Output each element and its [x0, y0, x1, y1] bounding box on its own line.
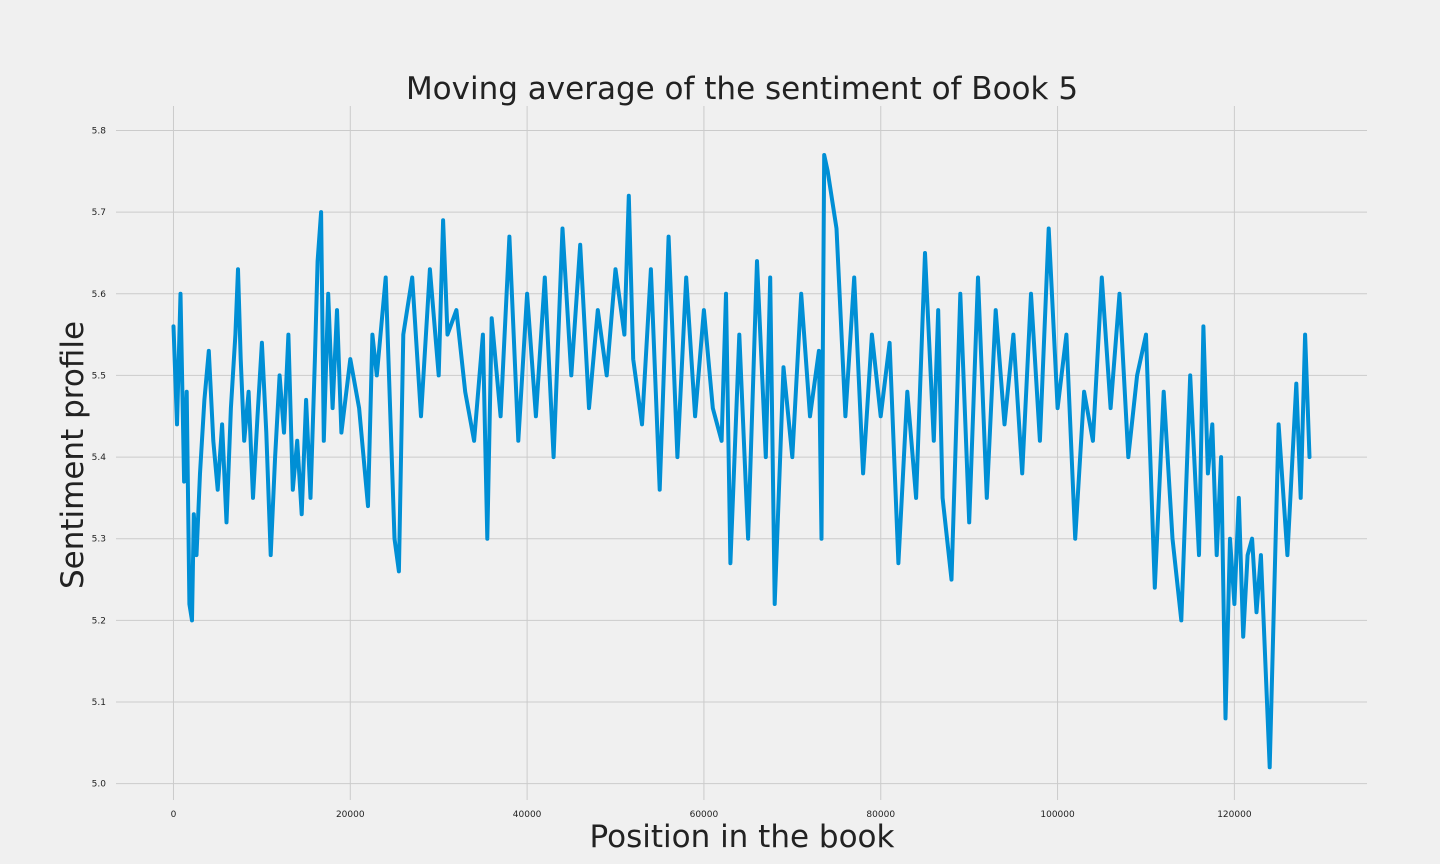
y-tick-label: 5.5	[92, 371, 106, 381]
y-tick-labels: 5.0 5.1 5.2 5.3 5.4 5.5 5.6 5.7 5.8	[92, 126, 107, 789]
x-tick-label: 20000	[336, 810, 365, 820]
y-tick-label: 5.3	[92, 535, 106, 545]
y-tick-label: 5.1	[92, 698, 106, 708]
y-tick-label: 5.8	[92, 126, 107, 136]
x-axis-label: Position in the book	[590, 819, 895, 855]
chart-title: Moving average of the sentiment of Book …	[406, 71, 1078, 107]
x-tick-label: 80000	[866, 810, 895, 820]
y-tick-label: 5.7	[92, 208, 106, 218]
x-tick-label: 100000	[1040, 810, 1075, 820]
series-line	[171, 153, 1312, 770]
series-layer	[171, 153, 1312, 770]
y-axis-label: Sentiment profile	[55, 321, 91, 589]
y-tick-label: 5.2	[92, 616, 106, 626]
y-tick-label: 5.0	[92, 780, 107, 790]
x-gridlines	[172, 106, 1235, 800]
y-tick-label: 5.6	[92, 290, 107, 300]
x-tick-label: 40000	[513, 810, 542, 820]
x-tick-labels: 0 20000 40000 60000 80000 100000 120000	[171, 810, 1252, 820]
x-tick-label: 120000	[1217, 810, 1252, 820]
y-tick-label: 5.4	[92, 453, 107, 463]
x-tick-label: 60000	[690, 810, 719, 820]
x-tick-label: 0	[171, 810, 177, 820]
